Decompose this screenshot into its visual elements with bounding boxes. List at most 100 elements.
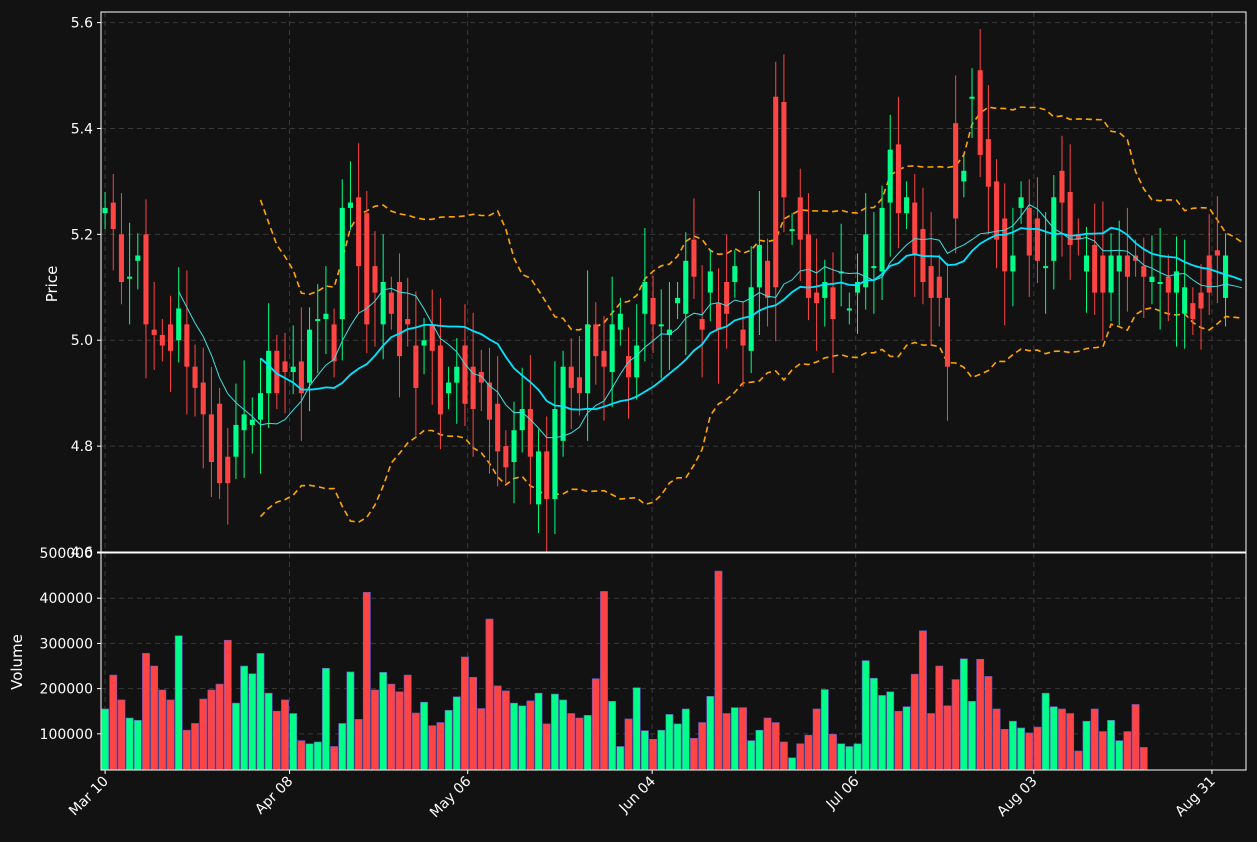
candle-body (184, 324, 190, 367)
candle-body (527, 409, 533, 457)
candle-body (1173, 271, 1180, 293)
volume-bar (101, 708, 109, 771)
volume-bar (1009, 720, 1017, 771)
volume-bar (256, 653, 265, 771)
candle-body (936, 276, 942, 298)
volume-bar (354, 719, 363, 771)
candle-body (282, 361, 288, 372)
volume-bar (1082, 720, 1091, 771)
candle-body (797, 197, 803, 240)
volume-bar (837, 743, 846, 771)
volume-bar (109, 674, 118, 771)
candle-body (748, 287, 754, 351)
candle-body (601, 350, 607, 367)
volume-bar (551, 693, 559, 771)
volume-bar (780, 741, 788, 771)
candle-body (985, 139, 991, 187)
volume-bar (861, 660, 870, 771)
candle-body (135, 255, 141, 261)
candle-body (143, 234, 149, 325)
candle-body (118, 234, 124, 282)
candle-body (347, 202, 353, 208)
volume-bar (485, 618, 494, 771)
candle-body (233, 424, 239, 457)
volume-bar (1017, 727, 1025, 771)
candle-body (650, 297, 656, 325)
candle-body (781, 102, 787, 198)
candle-body (879, 207, 885, 272)
candle-body (257, 393, 264, 420)
volume-bar (371, 689, 379, 771)
candle-body (249, 419, 255, 425)
volume-bar (567, 713, 576, 771)
volume-bar (338, 723, 347, 771)
volume-bar (142, 653, 150, 771)
candle-body (413, 345, 419, 388)
candle-body (437, 345, 443, 415)
volume-bar (362, 592, 371, 771)
volume-bar (665, 714, 674, 771)
candle-body (266, 350, 272, 394)
volume-bar (804, 734, 813, 771)
candle-body (822, 282, 828, 298)
candle-body (1124, 255, 1130, 277)
candle-body (470, 366, 476, 410)
volume-bar (853, 743, 862, 771)
volume-bar (297, 740, 306, 771)
volume-bar (829, 733, 837, 771)
candle-body (585, 324, 591, 394)
candle-body (576, 377, 582, 394)
volume-bar (886, 691, 895, 771)
volume-bar (690, 738, 698, 771)
volume-bar (919, 630, 927, 771)
candle-body (307, 329, 313, 383)
volume-bar (1000, 729, 1009, 771)
candle-body (298, 361, 304, 394)
volume-bar (1041, 692, 1050, 771)
candle-body (593, 324, 599, 357)
volume-bar (1074, 750, 1083, 771)
volume-bar (1115, 740, 1124, 771)
candle-body (167, 324, 174, 351)
candle-body (846, 308, 852, 311)
candle-body (372, 266, 378, 293)
price-tick-label: 5.2 (71, 227, 93, 243)
price-tick-label: 5.4 (71, 121, 93, 137)
volume-bar (420, 701, 428, 771)
volume-bar (223, 639, 232, 771)
candle-body (519, 409, 525, 431)
candle-body (560, 366, 566, 441)
axes (97, 11, 1247, 774)
candle-body (323, 313, 329, 320)
volume-bar (730, 707, 739, 771)
volume-bar (436, 722, 445, 771)
candle-body (127, 276, 133, 279)
candle-body (724, 282, 730, 314)
volume-bar (1123, 731, 1132, 771)
candle-body (1223, 255, 1229, 298)
candle-body (315, 319, 321, 322)
volume-panel-frame (100, 552, 1247, 771)
volume-tick-label: 200000 (40, 682, 93, 698)
volume-bar (158, 689, 167, 771)
candle-body (478, 372, 484, 383)
volume-bar (608, 700, 617, 771)
candle-body (159, 334, 165, 346)
candle-body (208, 414, 214, 462)
volume-bar (796, 743, 805, 771)
upper-band-line (259, 106, 1243, 331)
volume-bar (117, 699, 126, 771)
candle-body (683, 260, 689, 314)
volume-bar (264, 692, 273, 771)
volume-bar (150, 665, 159, 771)
volume-bar (542, 723, 551, 771)
volume-bar (1066, 713, 1075, 771)
volume-bar (714, 570, 723, 771)
volume-bar (379, 672, 388, 771)
volume-bar (1033, 726, 1042, 771)
volume-bar (452, 696, 461, 771)
candle-body (192, 366, 198, 388)
candle-body (1149, 276, 1155, 282)
candle-body (1190, 303, 1196, 320)
moving-average-lines (178, 204, 1243, 439)
